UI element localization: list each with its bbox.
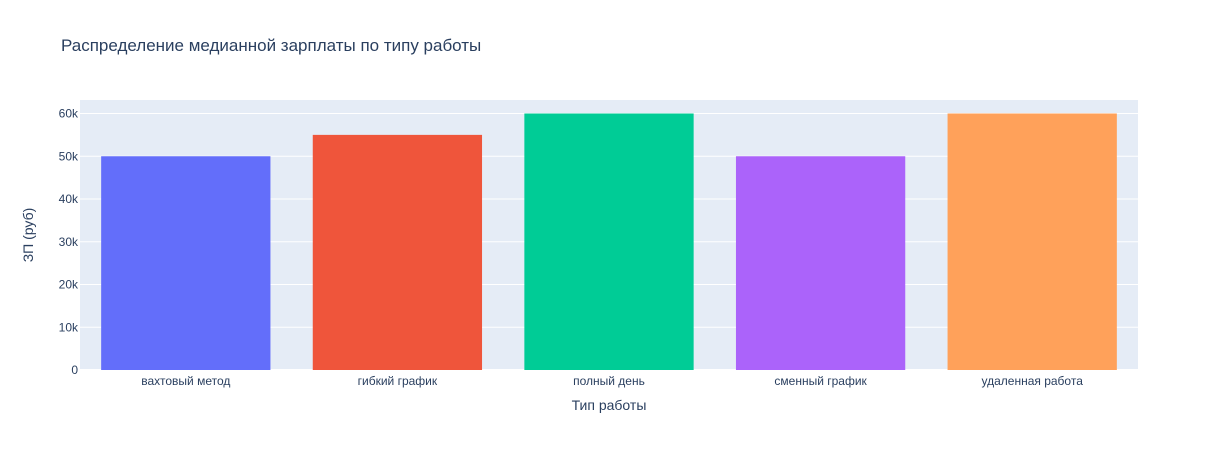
y-tick-label: 50k: [59, 149, 79, 163]
y-tick-label: 60k: [59, 107, 79, 121]
x-tick-label: полный день: [573, 374, 645, 388]
bar[interactable]: [947, 113, 1117, 370]
chart-title: Распределение медианной зарплаты по типу…: [61, 36, 481, 55]
x-axis-label: Тип работы: [572, 397, 647, 413]
x-tick-label: вахтовый метод: [141, 374, 230, 388]
x-tick-label: удаленная работа: [982, 374, 1084, 388]
y-tick-labels: 0 10k 20k 30k 40k 50k 60k: [59, 107, 79, 377]
bars: [101, 113, 1117, 370]
bar[interactable]: [735, 156, 906, 370]
y-tick-label: 40k: [59, 192, 79, 206]
x-tick-label: сменный график: [774, 374, 867, 388]
bar[interactable]: [101, 156, 271, 370]
y-tick-label: 0: [71, 363, 78, 377]
x-tick-label: гибкий график: [358, 374, 438, 388]
bar[interactable]: [312, 134, 483, 370]
bar[interactable]: [524, 113, 694, 370]
y-tick-label: 20k: [59, 278, 79, 292]
y-tick-label: 30k: [59, 235, 79, 249]
y-tick-label: 10k: [59, 320, 79, 334]
x-tick-labels: вахтовый метод гибкий график полный день см…: [141, 374, 1083, 388]
y-axis-label: ЗП (руб): [20, 208, 36, 263]
